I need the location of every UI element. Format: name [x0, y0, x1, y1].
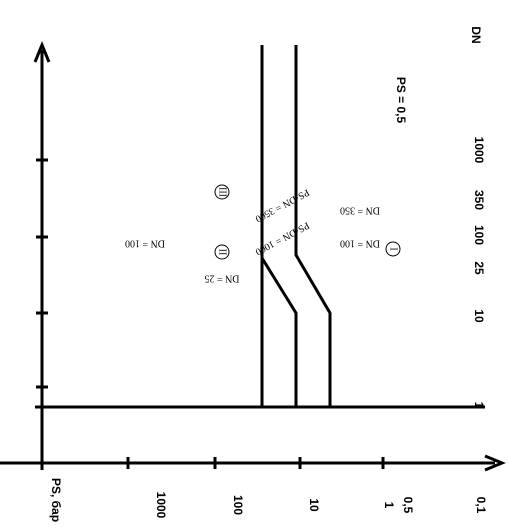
y-title: DN — [469, 26, 483, 43]
x-label: 100 — [231, 495, 245, 515]
note: DN = 25 — [204, 273, 239, 284]
x-label: 10 — [307, 498, 321, 512]
region: III — [217, 187, 228, 197]
region: II — [217, 249, 228, 256]
x-labels: PS, бар 1000 100 10 1 0,5 0,1 — [49, 478, 488, 522]
x-label: 0,1 — [474, 497, 488, 514]
note: DN = 100 — [340, 238, 380, 249]
region: I — [388, 247, 399, 250]
x-label: 1000 — [154, 492, 168, 519]
line — [294, 45, 332, 407]
y-labels: 1000 350 100 25 10 1 — [472, 137, 486, 409]
y-label: 1000 — [472, 137, 486, 164]
y-label: 1 — [472, 402, 486, 409]
x-title: PS, бар — [49, 478, 63, 522]
y-label: 100 — [472, 225, 486, 245]
y-label: 350 — [472, 190, 486, 210]
note: DN = 100 — [125, 238, 165, 249]
ticks — [36, 158, 385, 469]
y-label: 10 — [472, 309, 486, 323]
x-label: 0,5 — [401, 497, 415, 514]
y-arrow — [33, 41, 51, 63]
line — [260, 257, 298, 407]
x-label: 1 — [382, 502, 396, 509]
note: DN = 350 — [340, 205, 380, 216]
y-label: 25 — [472, 261, 486, 275]
boundary-label: PS = 0,5 — [394, 77, 408, 124]
x-arrow — [484, 454, 506, 472]
regions — [214, 184, 401, 260]
